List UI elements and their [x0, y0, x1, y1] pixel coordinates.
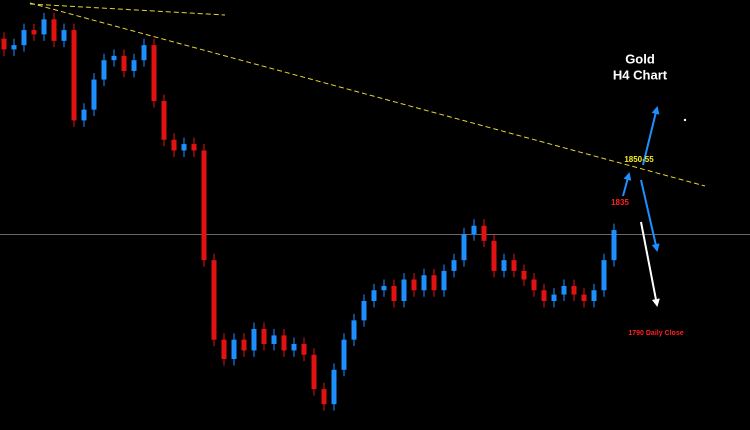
annotation: 1835	[611, 198, 629, 207]
candle-body	[131, 60, 137, 71]
candle-body	[551, 294, 557, 301]
candle-body	[51, 19, 57, 41]
candle-body	[141, 45, 147, 61]
candle-body	[581, 294, 587, 301]
candle-body	[181, 144, 187, 151]
candle-body	[471, 225, 477, 235]
candle-body	[111, 55, 117, 61]
candle-body	[481, 225, 487, 241]
candle-body	[121, 55, 127, 71]
candle-body	[431, 275, 437, 291]
candle-body	[251, 328, 257, 351]
candle-body	[71, 30, 77, 121]
candle-body	[361, 301, 367, 321]
candle-body	[291, 344, 297, 351]
candle-body	[541, 290, 547, 301]
candles	[0, 12, 750, 411]
candle-body	[401, 279, 407, 301]
candle-body	[211, 260, 217, 340]
candle-body	[351, 320, 357, 340]
candle-body	[171, 139, 177, 151]
candle-body	[501, 260, 507, 271]
chart-title: Gold	[625, 51, 655, 66]
annotation: 1790 Daily Close	[628, 330, 683, 337]
candle-body	[321, 389, 327, 405]
arrow	[640, 221, 660, 307]
candle-body	[271, 335, 277, 344]
candle-body	[391, 285, 397, 301]
candle-body	[511, 260, 517, 271]
candle-body	[571, 285, 577, 295]
candle-body	[371, 290, 377, 301]
arrow	[642, 106, 660, 166]
candle-body	[151, 45, 157, 102]
candle-body	[21, 30, 27, 46]
candle-body	[1, 38, 7, 50]
candle-body	[241, 339, 247, 351]
arrow	[640, 179, 660, 252]
trendline	[29, 3, 226, 16]
candle-body	[311, 354, 317, 390]
candle-body	[331, 369, 337, 405]
candle-body	[11, 45, 17, 50]
candle-body	[41, 19, 47, 35]
chart-subtitle: H4 Chart	[613, 67, 668, 82]
candle-body	[81, 109, 87, 121]
candle-body	[221, 339, 227, 360]
candle-body	[101, 60, 107, 80]
candle-body	[611, 230, 617, 261]
candle-body	[591, 290, 597, 301]
candle-body	[341, 339, 347, 370]
candle-body	[491, 240, 497, 271]
candle-body	[601, 260, 607, 291]
candle-body	[161, 101, 167, 140]
arrow	[622, 172, 632, 197]
candle-body	[301, 344, 307, 355]
candle-body	[451, 260, 457, 271]
candle-body	[281, 335, 287, 351]
candle-body	[231, 339, 237, 360]
annotation: 1850-55	[624, 155, 654, 164]
candle-body	[521, 270, 527, 280]
candle-body	[261, 328, 267, 344]
candle-body	[91, 79, 97, 110]
trendline	[29, 2, 706, 187]
candle-body	[531, 279, 537, 291]
dot	[683, 118, 687, 122]
candle-body	[61, 30, 67, 41]
candle-body	[381, 285, 387, 291]
candle-body	[441, 270, 447, 291]
candle-body	[191, 144, 197, 151]
candle-body	[201, 150, 207, 261]
candle-body	[411, 279, 417, 291]
candle-body	[31, 30, 37, 35]
candle-body	[421, 275, 427, 291]
candle-body	[561, 285, 567, 295]
candle-body	[461, 234, 467, 261]
